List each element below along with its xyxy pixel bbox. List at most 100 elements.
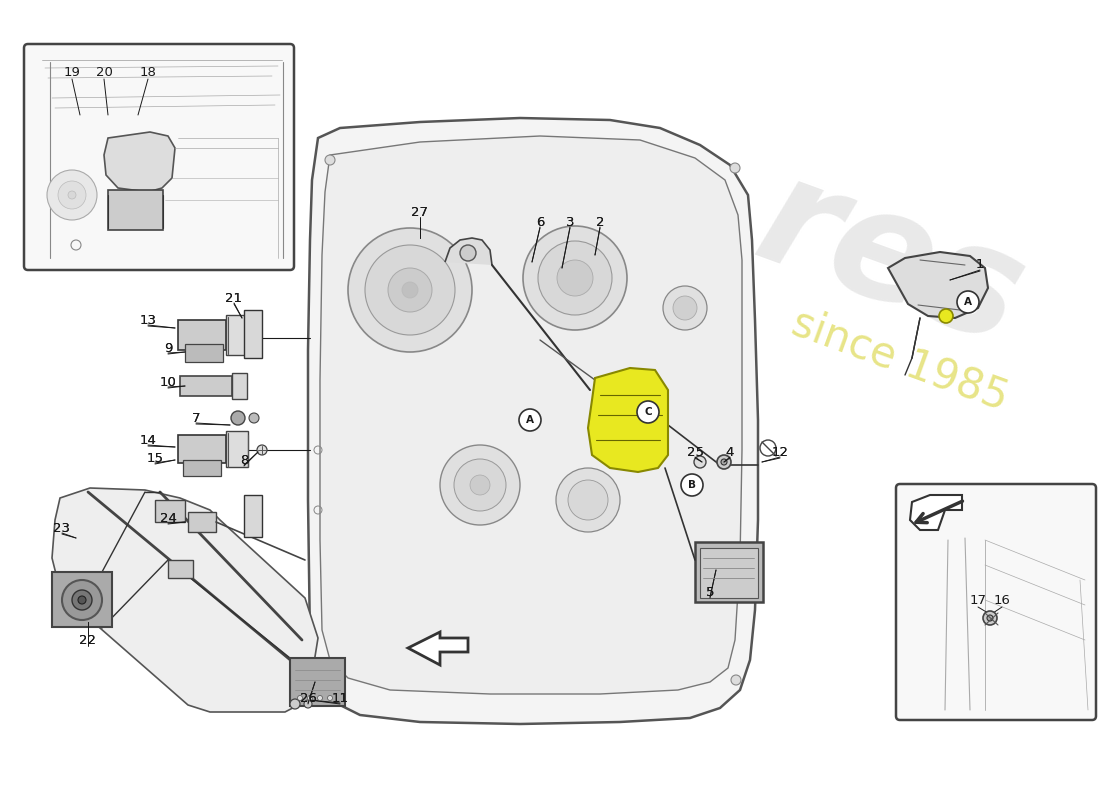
Text: 7: 7 xyxy=(191,411,200,425)
Circle shape xyxy=(249,413,258,423)
Circle shape xyxy=(257,445,267,455)
Circle shape xyxy=(304,700,312,708)
Circle shape xyxy=(717,455,732,469)
Circle shape xyxy=(365,245,455,335)
Bar xyxy=(178,435,226,463)
Text: 25: 25 xyxy=(686,446,704,458)
Text: 8: 8 xyxy=(240,454,249,466)
Text: 20: 20 xyxy=(96,66,112,78)
Circle shape xyxy=(58,181,86,209)
Text: 7: 7 xyxy=(191,411,200,425)
Circle shape xyxy=(732,675,741,685)
Polygon shape xyxy=(910,495,962,530)
Polygon shape xyxy=(52,488,318,712)
Text: 2: 2 xyxy=(596,215,604,229)
Circle shape xyxy=(348,228,472,352)
Polygon shape xyxy=(104,132,175,192)
Text: 26: 26 xyxy=(299,691,317,705)
Circle shape xyxy=(983,611,997,625)
Text: 6: 6 xyxy=(536,215,544,229)
Polygon shape xyxy=(588,368,668,472)
Circle shape xyxy=(720,459,727,465)
FancyBboxPatch shape xyxy=(24,44,294,270)
Text: 14: 14 xyxy=(140,434,156,446)
Bar xyxy=(290,658,345,706)
Text: 13: 13 xyxy=(140,314,156,326)
Bar xyxy=(244,310,262,358)
Bar xyxy=(244,495,262,537)
Text: 23: 23 xyxy=(54,522,70,534)
Bar xyxy=(168,560,192,578)
Text: 12: 12 xyxy=(771,446,789,458)
Text: 9: 9 xyxy=(164,342,173,354)
Bar xyxy=(232,373,248,399)
Circle shape xyxy=(673,296,697,320)
Circle shape xyxy=(327,667,337,677)
Circle shape xyxy=(68,191,76,199)
Text: 4: 4 xyxy=(726,446,734,458)
Circle shape xyxy=(454,459,506,511)
Text: a passion for: a passion for xyxy=(520,491,680,569)
Text: 23: 23 xyxy=(54,522,70,534)
Circle shape xyxy=(663,286,707,330)
Circle shape xyxy=(557,260,593,296)
Bar xyxy=(226,431,248,467)
Text: since 1985: since 1985 xyxy=(786,302,1014,418)
Polygon shape xyxy=(888,252,988,318)
FancyBboxPatch shape xyxy=(896,484,1096,720)
Text: 22: 22 xyxy=(79,634,97,646)
Polygon shape xyxy=(320,136,742,694)
Text: 26: 26 xyxy=(299,691,317,705)
Text: 16: 16 xyxy=(993,594,1011,606)
Circle shape xyxy=(538,241,612,315)
Text: 19: 19 xyxy=(64,66,80,78)
Bar xyxy=(695,542,763,602)
Circle shape xyxy=(637,401,659,423)
Text: 21: 21 xyxy=(226,291,242,305)
Circle shape xyxy=(402,282,418,298)
Polygon shape xyxy=(408,632,468,665)
Circle shape xyxy=(72,590,92,610)
Text: 5: 5 xyxy=(706,586,714,598)
Bar xyxy=(180,376,232,396)
Text: 17: 17 xyxy=(969,594,987,606)
Text: 24: 24 xyxy=(160,511,176,525)
Text: 21: 21 xyxy=(226,291,242,305)
Text: 13: 13 xyxy=(140,314,156,326)
Text: 27: 27 xyxy=(411,206,429,218)
Text: A: A xyxy=(964,297,972,307)
Text: 15: 15 xyxy=(146,451,164,465)
Text: 19: 19 xyxy=(64,66,80,78)
Text: 5: 5 xyxy=(706,586,714,598)
Circle shape xyxy=(556,468,620,532)
Text: res: res xyxy=(738,144,1043,376)
Text: 18: 18 xyxy=(140,66,156,78)
Text: 3: 3 xyxy=(565,215,574,229)
Circle shape xyxy=(297,695,302,701)
Text: 17: 17 xyxy=(969,611,987,625)
Circle shape xyxy=(460,245,476,261)
Circle shape xyxy=(78,596,86,604)
Text: 8: 8 xyxy=(240,454,249,466)
Bar xyxy=(185,344,223,362)
Text: 12: 12 xyxy=(771,446,789,458)
Circle shape xyxy=(470,475,490,495)
Text: 14: 14 xyxy=(140,434,156,446)
Text: 11: 11 xyxy=(331,691,349,705)
Circle shape xyxy=(47,170,97,220)
Circle shape xyxy=(730,163,740,173)
Text: B: B xyxy=(688,480,696,490)
Text: C: C xyxy=(645,407,652,417)
Circle shape xyxy=(308,695,312,701)
Text: 27: 27 xyxy=(411,206,429,218)
Circle shape xyxy=(231,411,245,425)
Polygon shape xyxy=(308,118,758,724)
Bar xyxy=(178,320,226,350)
Bar xyxy=(700,548,758,598)
Polygon shape xyxy=(446,238,492,265)
Circle shape xyxy=(681,474,703,496)
Bar xyxy=(155,500,185,522)
Circle shape xyxy=(522,226,627,330)
Text: 22: 22 xyxy=(79,634,97,646)
Bar xyxy=(183,460,221,476)
